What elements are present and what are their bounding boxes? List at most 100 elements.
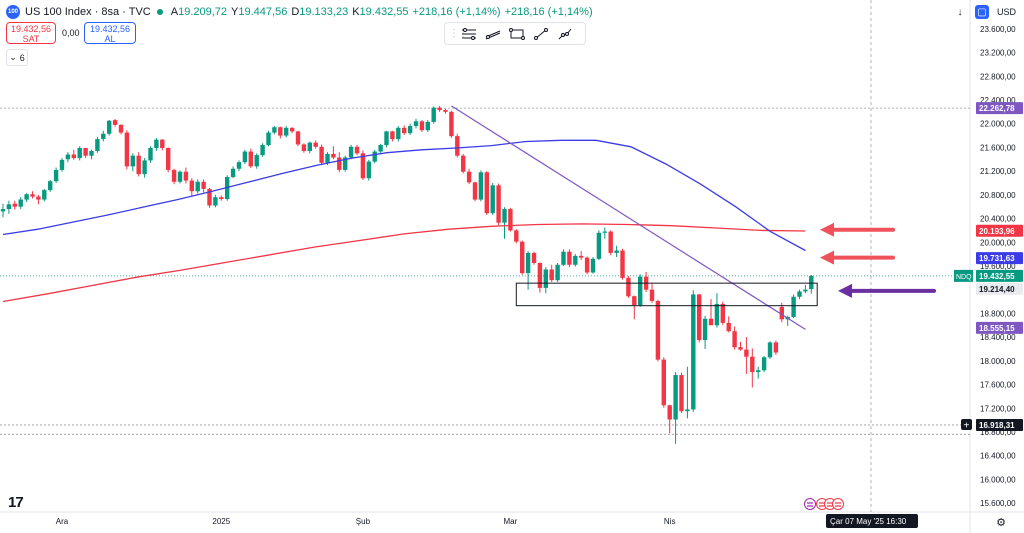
indicators-toggle[interactable]: ⌄ 6 <box>6 49 28 66</box>
candle-body <box>514 230 519 242</box>
candle <box>425 120 430 132</box>
candle <box>738 341 743 351</box>
sell-button[interactable]: 19.432,56 SAT <box>6 22 56 44</box>
candle <box>254 153 259 169</box>
candle-body <box>360 153 366 179</box>
candle-body <box>53 169 59 182</box>
candle-body <box>183 171 189 181</box>
candle <box>685 366 690 419</box>
candle <box>466 168 472 185</box>
candle <box>331 146 336 160</box>
candle-body <box>472 182 478 200</box>
candle-body <box>756 370 761 373</box>
candle-body <box>602 231 607 233</box>
candle <box>95 136 100 153</box>
candle <box>449 110 454 138</box>
candle-body <box>354 146 360 154</box>
candle-body <box>112 120 118 125</box>
candle <box>0 203 6 218</box>
time-axis[interactable]: Ara 2025 Şub Mar Nis Çar 07 May '25 16:30 <box>56 514 918 528</box>
ndq-label-bg <box>954 269 973 282</box>
candle <box>514 229 519 244</box>
candle-body <box>797 291 802 297</box>
gear-icon[interactable]: ⚙ <box>996 517 1006 529</box>
candle <box>531 251 537 265</box>
candle-body <box>390 131 395 140</box>
rectangle-tool-icon[interactable] <box>505 24 529 44</box>
sell-label: SAT <box>22 34 40 44</box>
price-axis[interactable]: 15.600,00 16.000,00 16.400,00 16.800,00 17.2… <box>954 25 1023 508</box>
candle-body <box>702 318 708 341</box>
candle-body <box>466 171 472 183</box>
candle <box>177 170 183 184</box>
candle-body <box>608 231 613 253</box>
candle <box>30 191 35 199</box>
price-label: 18.555,15 <box>979 324 1015 333</box>
open-label: A <box>170 6 179 18</box>
candle <box>195 179 200 194</box>
candle <box>354 145 360 156</box>
price-tick-label: 21.200,00 <box>980 167 1016 176</box>
candle <box>213 194 218 208</box>
candle-body <box>30 194 35 197</box>
trend-line-icon[interactable] <box>529 24 553 44</box>
candle-body <box>484 172 489 214</box>
arrow-down-icon[interactable]: ↓ <box>957 6 963 18</box>
candle <box>319 144 324 166</box>
candle <box>649 283 655 303</box>
candle-body <box>24 194 29 200</box>
candle-body <box>431 107 436 122</box>
parallel-channel-icon[interactable] <box>481 24 505 44</box>
candle-body <box>254 155 259 167</box>
buy-button[interactable]: 19.432,56 AL <box>84 22 136 44</box>
candle <box>118 124 124 135</box>
candle-body <box>596 232 602 259</box>
price-tick-label: 23.600,00 <box>980 25 1016 34</box>
currency-label[interactable]: USD <box>996 7 1016 17</box>
candle <box>584 256 590 275</box>
candle-body <box>732 331 737 348</box>
candle-body <box>260 145 265 156</box>
symbol-title[interactable]: US 100 Index · 8sa · TVC <box>25 6 151 18</box>
chevron-down-icon: ⌄ <box>9 52 17 62</box>
candle <box>602 227 607 239</box>
candle-body <box>708 318 714 326</box>
price-tick-label: 22.800,00 <box>980 72 1016 81</box>
annotation-arrow-head <box>838 283 852 298</box>
price-tick-label: 15.600,00 <box>980 499 1016 508</box>
moving-average-fast <box>2 139 806 252</box>
plus-icon: + <box>964 420 970 431</box>
candle-body <box>425 121 430 131</box>
candle-body <box>661 359 666 406</box>
candle-body <box>343 157 348 170</box>
candle <box>112 118 118 127</box>
candle <box>366 159 371 181</box>
candle-body <box>549 269 554 281</box>
drag-handle-icon[interactable]: ⋮⋮ <box>449 28 468 39</box>
symbol-logo: 100 <box>6 5 20 19</box>
candle <box>219 195 224 201</box>
path-tool-icon[interactable] <box>553 24 577 44</box>
candle-body <box>107 120 112 134</box>
candle-body <box>419 121 425 131</box>
candle <box>667 404 672 434</box>
fib-levels-icon[interactable] <box>457 24 481 44</box>
candle-body <box>461 155 466 172</box>
tradingview-logo[interactable]: 17 <box>8 494 24 511</box>
candle-body <box>520 241 525 274</box>
candle <box>496 183 501 226</box>
candle-body <box>667 405 672 420</box>
candle-body <box>36 196 41 200</box>
price-tick-label: 16.000,00 <box>980 475 1016 484</box>
candle <box>390 130 395 142</box>
candle <box>596 230 602 261</box>
candle-body <box>649 289 655 301</box>
high-label: Y <box>231 6 239 18</box>
price-tick-label: 17.200,00 <box>980 404 1016 413</box>
candle <box>171 168 177 185</box>
candle <box>372 149 377 164</box>
candle <box>148 146 153 163</box>
candle <box>443 108 448 114</box>
fullscreen-icon[interactable]: ▢ <box>974 5 989 19</box>
